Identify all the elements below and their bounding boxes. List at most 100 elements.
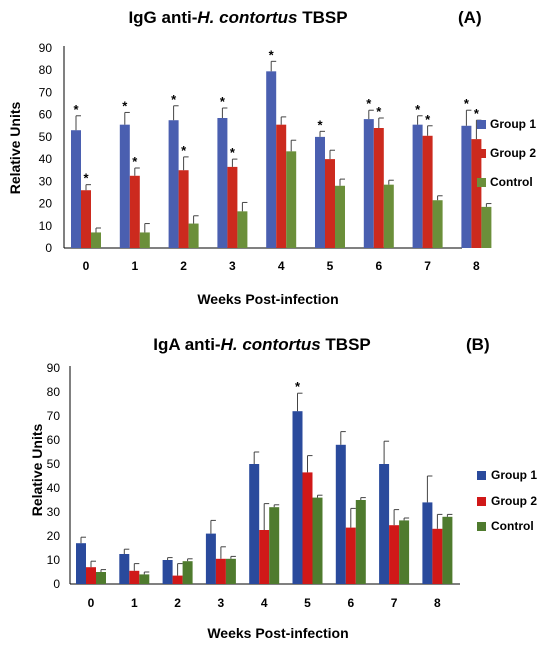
legend-label: Group 2 [491, 494, 537, 508]
bar [432, 200, 443, 248]
x-tick-label: 8 [473, 259, 480, 273]
panel-b-x-ticks: 0 1 2 3 4 5 6 7 8 [88, 596, 441, 610]
bar [119, 554, 130, 584]
bar [217, 118, 228, 248]
panel-a-y-axis-label: Relative Units [7, 101, 23, 194]
y-tick-label: 10 [47, 553, 61, 567]
panel-a-legend: Group 1 Group 2 Control [477, 117, 536, 189]
panel-a-label: (A) [458, 8, 482, 27]
bar [227, 166, 238, 248]
bar [225, 558, 236, 584]
x-tick-label: 1 [131, 259, 138, 273]
significance-marker: * [474, 106, 480, 121]
bar [315, 136, 325, 248]
bar [266, 71, 277, 248]
y-tick-label: 70 [47, 409, 61, 423]
bar [91, 232, 101, 248]
significance-marker: * [317, 117, 323, 132]
bar [172, 575, 183, 584]
panel-a-chart: IgG anti-H. contortus TBSP (A) Relative … [7, 8, 536, 307]
legend-swatch [477, 497, 486, 506]
x-tick-label: 6 [375, 259, 382, 273]
bar [312, 497, 323, 584]
y-tick-label: 50 [39, 130, 53, 144]
bar [292, 411, 303, 584]
bar [335, 444, 346, 584]
x-tick-label: 5 [327, 259, 334, 273]
bar [139, 232, 150, 248]
bar [71, 130, 81, 248]
x-tick-label: 3 [218, 596, 225, 610]
panel-b-y-ticks: 0 10 20 30 40 50 60 70 80 90 [47, 361, 61, 591]
x-tick-label: 8 [434, 596, 441, 610]
y-tick-label: 90 [47, 361, 61, 375]
bar [215, 558, 226, 584]
bar [139, 574, 150, 584]
significance-marker: * [376, 104, 382, 119]
significance-marker: * [132, 154, 138, 169]
legend-label: Group 1 [491, 468, 537, 482]
x-tick-label: 2 [180, 259, 187, 273]
bar [302, 472, 313, 584]
y-tick-label: 40 [47, 481, 61, 495]
bar [363, 119, 374, 248]
bar [188, 223, 199, 248]
bar [162, 560, 173, 584]
bar [249, 464, 260, 584]
significance-marker: * [295, 379, 301, 394]
x-tick-label: 6 [347, 596, 354, 610]
x-tick-label: 0 [83, 259, 90, 273]
x-tick-label: 0 [88, 596, 95, 610]
x-tick-label: 5 [304, 596, 311, 610]
bar [286, 151, 297, 248]
significance-marker: * [366, 96, 372, 111]
legend-swatch [477, 178, 486, 187]
panel-a-x-axis-label: Weeks Post-infection [197, 291, 338, 307]
x-tick-label: 2 [174, 596, 181, 610]
bar [355, 500, 366, 584]
bar [412, 124, 423, 248]
significance-marker: * [73, 102, 79, 117]
y-tick-label: 20 [39, 197, 53, 211]
x-tick-label: 1 [131, 596, 138, 610]
bar [345, 527, 356, 584]
panel-b-label: (B) [466, 335, 490, 354]
y-tick-label: 90 [39, 41, 53, 55]
x-tick-label: 4 [261, 596, 268, 610]
legend-swatch [477, 120, 486, 129]
y-tick-label: 10 [39, 219, 53, 233]
legend-swatch [477, 522, 486, 531]
bar [178, 170, 189, 248]
bar [335, 185, 345, 248]
bar [129, 570, 140, 584]
legend-label: Group 2 [490, 146, 536, 160]
bar [276, 124, 287, 248]
bar [461, 125, 472, 248]
bar [399, 520, 410, 584]
panel-a-bars: * * * * * * * * * * * * * * * * [71, 47, 492, 248]
panel-a-x-ticks: 0 1 2 3 4 5 6 7 8 [83, 259, 480, 273]
bar [81, 190, 91, 248]
legend-label: Group 1 [490, 117, 536, 131]
bar [86, 567, 96, 584]
y-tick-label: 70 [39, 85, 53, 99]
significance-marker: * [220, 94, 226, 109]
bar [422, 502, 433, 584]
y-tick-label: 60 [39, 108, 53, 122]
bar [373, 128, 384, 248]
significance-marker: * [122, 98, 128, 113]
significance-marker: * [83, 171, 89, 186]
bar [168, 120, 179, 248]
bar [119, 124, 130, 248]
panel-b-x-axis-label: Weeks Post-infection [207, 625, 348, 641]
y-tick-label: 0 [53, 577, 60, 591]
y-tick-label: 40 [39, 152, 53, 166]
y-tick-label: 30 [47, 505, 61, 519]
legend-label: Control [490, 175, 533, 189]
y-tick-label: 20 [47, 529, 61, 543]
bar [259, 530, 270, 584]
panel-b-bars: * [76, 379, 453, 584]
y-tick-label: 60 [47, 433, 61, 447]
significance-marker: * [269, 47, 275, 62]
